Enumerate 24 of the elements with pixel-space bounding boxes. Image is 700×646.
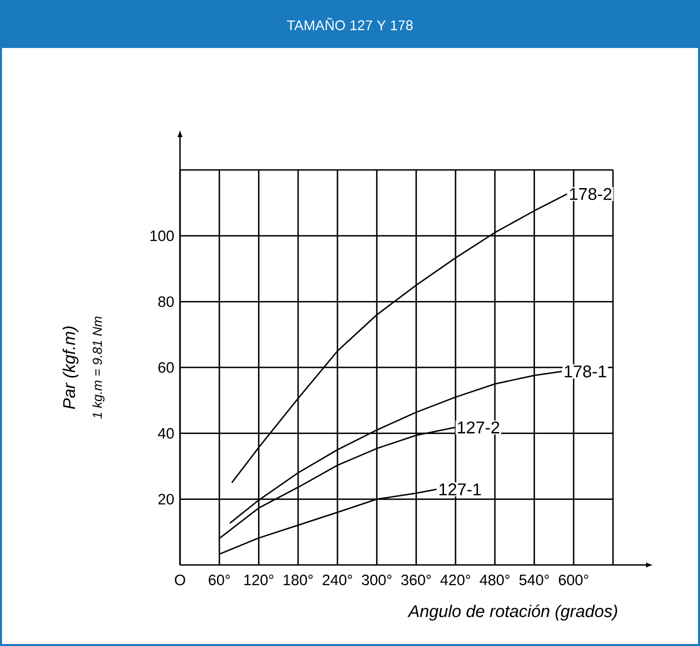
y-tick-label: 20 — [158, 494, 174, 504]
x-tick-label: 480° — [480, 574, 510, 586]
x-tick-label: 540° — [519, 574, 549, 586]
series-label: 178-1 — [564, 365, 606, 378]
y-axis-title: Par (kgf.m) — [62, 326, 78, 409]
series-label: 178-2 — [570, 188, 612, 200]
x-tick-label: 360° — [401, 574, 431, 586]
y-tick-label: 60 — [158, 362, 174, 373]
text: 1 kg.m = 9.81 Nm — [92, 316, 104, 419]
x-tick-label: O — [174, 574, 186, 586]
x-tick-label: 240° — [322, 574, 352, 586]
x-tick-label: 60° — [208, 574, 230, 586]
y-tick-label: 100 — [150, 230, 174, 242]
x-tick-label: 420° — [440, 574, 470, 586]
x-tick-label: 600° — [558, 574, 588, 586]
y-tick-label: 80 — [158, 296, 174, 307]
x-tick-label: 300° — [362, 574, 392, 586]
series-label: 127-1 — [440, 483, 481, 496]
x-axis-title: Angulo de rotación (grados) — [408, 604, 618, 621]
y-tick-label: 40 — [158, 428, 174, 439]
series-label: 127-2 — [458, 421, 500, 434]
x-tick-label: 180° — [284, 574, 313, 586]
x-tick-label: 120° — [244, 574, 274, 586]
chart-title: TAMAÑO 127 Y 178 — [287, 18, 413, 30]
